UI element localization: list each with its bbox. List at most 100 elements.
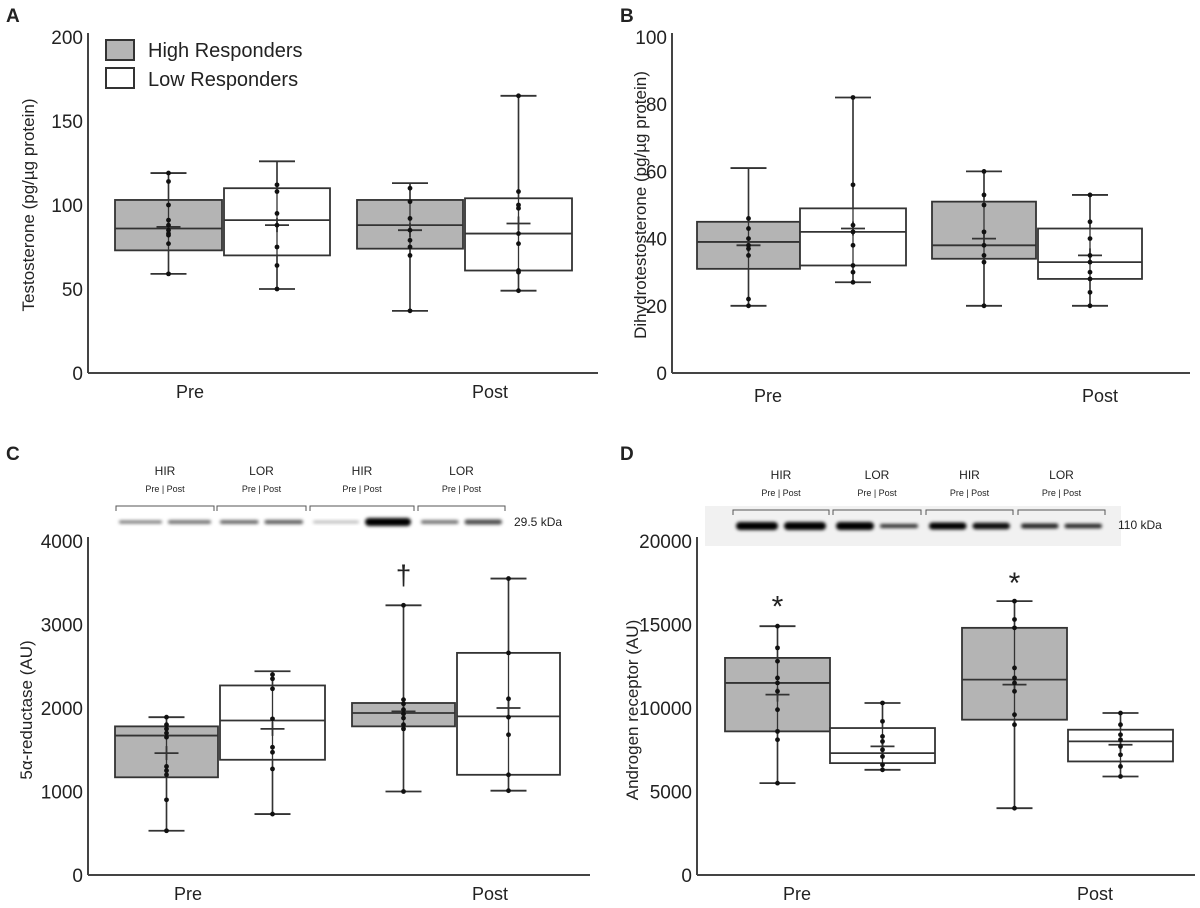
data-point (401, 726, 406, 732)
x-tick-label: Post (1077, 884, 1113, 904)
data-point (850, 279, 856, 285)
data-point (850, 263, 856, 268)
data-point (1012, 688, 1017, 694)
blot-bracket (417, 505, 506, 511)
y-tick-label: 20000 (639, 532, 692, 553)
significance-marker: * (772, 590, 784, 623)
box-pre-high (696, 167, 801, 309)
data-point (506, 650, 511, 656)
data-point (746, 216, 751, 221)
data-point (401, 701, 406, 707)
y-tick-label: 60 (646, 162, 667, 183)
panel-d: D 0 5000 10000 15000 20000 Pre Post Androgen rec… (620, 444, 1195, 904)
data-point (506, 788, 511, 794)
x-tick-label: Pre (176, 382, 204, 402)
data-point (516, 288, 521, 294)
data-point (775, 645, 780, 651)
data-point (775, 688, 780, 694)
data-point (1118, 737, 1123, 743)
blot-group-label: LOR (449, 464, 474, 478)
data-point (880, 733, 885, 739)
data-point (1118, 722, 1123, 728)
y-tick-label: 0 (656, 364, 667, 385)
blot-bracket (925, 509, 1014, 515)
blot-band (365, 518, 411, 526)
data-point (274, 263, 280, 268)
data-point (506, 714, 511, 720)
y-tick-label: 0 (72, 866, 83, 887)
y-tick-label: 1000 (41, 783, 83, 804)
legend-swatch-high (105, 39, 135, 61)
data-point (164, 768, 169, 774)
data-point (981, 169, 987, 174)
panel-letter: D (620, 444, 634, 465)
blot-band (1064, 523, 1102, 529)
data-point (1087, 253, 1093, 258)
blot-bracket (309, 505, 415, 511)
data-point (880, 718, 885, 724)
data-point (407, 185, 413, 191)
blot-band (1021, 523, 1059, 529)
data-point (516, 269, 521, 275)
data-point (401, 602, 406, 608)
data-point (1012, 675, 1017, 681)
data-point (407, 216, 413, 221)
blot-band (464, 519, 502, 525)
data-point (880, 754, 885, 759)
y-tick-label: 20 (646, 297, 667, 318)
y-tick-label: 3000 (41, 616, 83, 637)
data-point (850, 222, 856, 228)
box-post-low (1037, 192, 1143, 309)
blot-band (220, 520, 259, 524)
data-point (506, 732, 511, 738)
box-post-high (356, 182, 464, 314)
data-point (775, 737, 780, 743)
data-point (1118, 764, 1123, 769)
blot-bracket (1017, 509, 1106, 515)
box-pre-high (114, 170, 223, 277)
data-point (164, 772, 169, 778)
molecular-weight-label: 29.5 kDa (514, 515, 562, 529)
blot-band (880, 524, 918, 528)
box-post-high (351, 602, 456, 794)
data-point (166, 222, 171, 228)
blot-group-label: LOR (249, 464, 274, 478)
blot-timepoint-label: Pre | Post (442, 484, 482, 494)
data-point (775, 623, 780, 629)
data-point (164, 714, 169, 720)
data-point (274, 286, 280, 292)
blot-group-label: LOR (1049, 468, 1074, 482)
data-point (746, 253, 751, 258)
data-point (1012, 722, 1017, 728)
box-pre-low (799, 95, 907, 285)
blot-timepoint-label: Pre | Post (1042, 488, 1082, 498)
panel-letter: C (6, 444, 20, 465)
data-point (407, 227, 413, 233)
panel-letter: A (6, 6, 20, 27)
y-tick-label: 100 (51, 196, 83, 217)
x-tick-label: Post (472, 884, 508, 904)
significance-marker: * (1009, 567, 1021, 600)
data-point (1118, 774, 1123, 779)
data-point (746, 242, 751, 248)
panel-letter: B (620, 6, 634, 27)
data-point (164, 734, 169, 740)
data-point (270, 744, 275, 750)
data-point (1087, 192, 1093, 198)
data-point (1087, 289, 1093, 295)
y-tick-label: 150 (51, 112, 83, 133)
y-tick-label: 0 (72, 364, 83, 385)
data-point (1012, 712, 1017, 718)
y-tick-label: 40 (646, 230, 667, 251)
data-point (407, 244, 413, 250)
data-point (981, 259, 987, 265)
data-point (401, 715, 406, 721)
data-point (775, 780, 780, 786)
data-point (1087, 236, 1093, 242)
y-tick-label: 4000 (41, 532, 83, 553)
panel-b: B 0 20 40 60 80 100 Pre Post Dihydrotestosterone … (620, 6, 1190, 406)
box-pre-high (724, 623, 831, 786)
box-post-low (464, 93, 573, 294)
box-pre-high (114, 714, 219, 834)
